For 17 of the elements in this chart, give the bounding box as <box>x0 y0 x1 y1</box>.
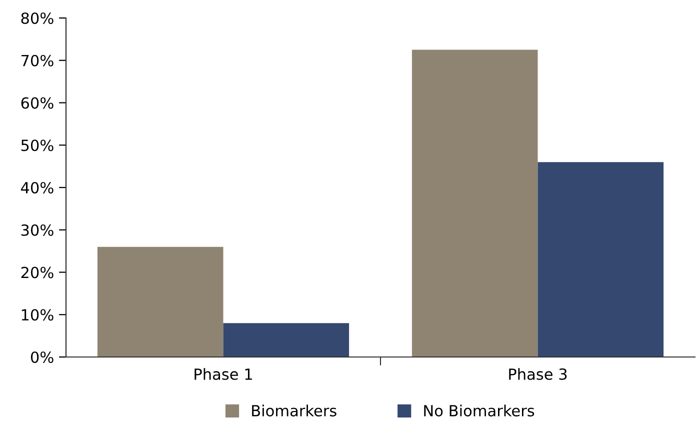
legend-label: Biomarkers <box>252 404 336 416</box>
y-tick-label: 0% <box>30 351 54 364</box>
y-tick-label: 50% <box>21 140 54 152</box>
legend-label: No Biomarkers <box>424 404 534 416</box>
bar <box>223 323 350 357</box>
y-tick-label: 30% <box>21 224 54 236</box>
bar <box>538 162 664 357</box>
y-tick-label: 20% <box>21 266 54 278</box>
x-tick-label: Phase 3 <box>509 368 567 380</box>
x-tick-label: Phase 1 <box>194 368 252 380</box>
y-tick-label: 80% <box>21 12 54 24</box>
bar <box>97 246 224 357</box>
y-tick-label: 70% <box>21 54 54 66</box>
bar <box>412 50 538 357</box>
y-tick-label: 10% <box>22 309 54 321</box>
y-tick-label: 60% <box>21 97 54 109</box>
y-tick-label: 40% <box>20 182 54 194</box>
